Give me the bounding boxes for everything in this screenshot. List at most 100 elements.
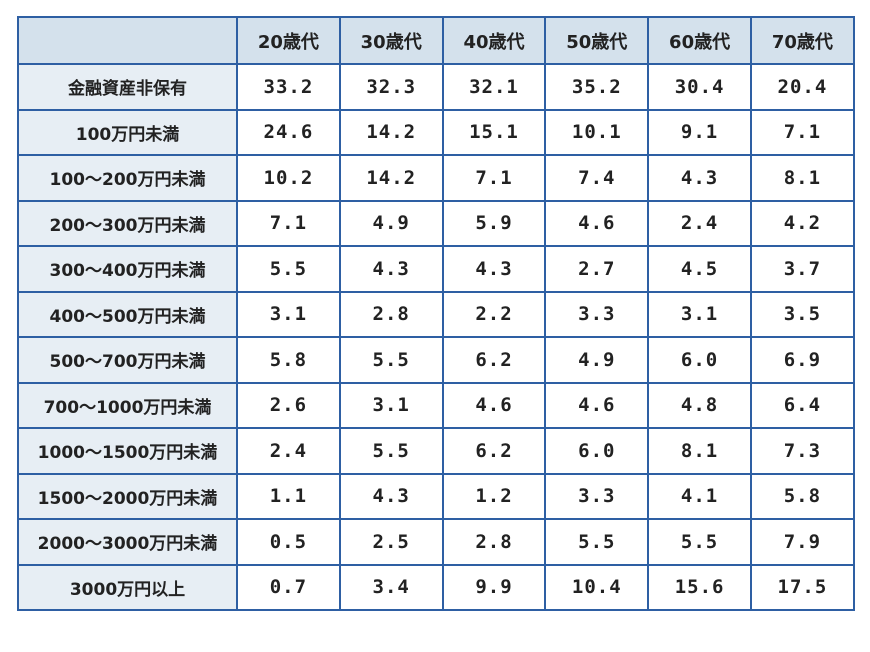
table-cell: 15.6 (647, 563, 752, 611)
table-cell: 9.1 (647, 108, 752, 156)
table-cell: 2.4 (236, 427, 341, 475)
table-cell: 8.1 (749, 154, 855, 202)
table-row: 1000～1500万円未満 2.4 5.5 6.2 6.0 8.1 7.3 (17, 427, 855, 475)
table-cell: 9.9 (441, 563, 547, 611)
row-label: 金融資産非保有 (17, 63, 238, 111)
table-cell: 6.4 (749, 381, 855, 429)
column-header-70s: 70歳代 (749, 16, 855, 65)
row-label: 100万円未満 (17, 108, 238, 156)
table-cell: 3.4 (338, 563, 444, 611)
table-cell: 4.1 (647, 472, 752, 520)
row-label: 1000～1500万円未満 (17, 427, 238, 475)
column-header-40s: 40歳代 (441, 16, 547, 65)
table-row: 700～1000万円未満 2.6 3.1 4.6 4.6 4.8 6.4 (17, 381, 855, 429)
table-cell: 20.4 (749, 63, 855, 111)
table-cell: 4.5 (647, 245, 752, 293)
table-cell: 2.2 (441, 290, 547, 338)
table-cell: 6.2 (441, 427, 547, 475)
table-row: 3000万円以上 0.7 3.4 9.9 10.4 15.6 17.5 (17, 563, 855, 611)
row-label: 2000～3000万円未満 (17, 518, 238, 566)
row-label: 100～200万円未満 (17, 154, 238, 202)
row-label: 700～1000万円未満 (17, 381, 238, 429)
row-label: 400～500万円未満 (17, 290, 238, 338)
table-cell: 33.2 (236, 63, 341, 111)
table-cell: 17.5 (749, 563, 855, 611)
row-label: 1500～2000万円未満 (17, 472, 238, 520)
column-header-20s: 20歳代 (236, 16, 341, 65)
table-cell: 3.1 (236, 290, 341, 338)
table-cell: 0.5 (236, 518, 341, 566)
table-cell: 10.1 (544, 108, 650, 156)
table-cell: 5.5 (647, 518, 752, 566)
row-label: 3000万円以上 (17, 563, 238, 611)
table-cell: 7.1 (441, 154, 547, 202)
table-cell: 3.1 (647, 290, 752, 338)
table-cell: 6.2 (441, 336, 547, 384)
table-cell: 4.2 (749, 199, 855, 247)
table-cell: 5.8 (236, 336, 341, 384)
table-cell: 4.6 (441, 381, 547, 429)
table-cell: 4.9 (338, 199, 444, 247)
table-cell: 24.6 (236, 108, 341, 156)
table-cell: 10.4 (544, 563, 650, 611)
table-cell: 5.5 (236, 245, 341, 293)
header-row: 20歳代 30歳代 40歳代 50歳代 60歳代 70歳代 (17, 16, 855, 65)
row-label: 200～300万円未満 (17, 199, 238, 247)
corner-cell (17, 16, 238, 65)
table-row: 金融資産非保有 33.2 32.3 32.1 35.2 30.4 20.4 (17, 63, 855, 111)
table-cell: 4.3 (441, 245, 547, 293)
row-label: 300～400万円未満 (17, 245, 238, 293)
table-cell: 7.4 (544, 154, 650, 202)
table-cell: 30.4 (647, 63, 752, 111)
table-row: 200～300万円未満 7.1 4.9 5.9 4.6 2.4 4.2 (17, 199, 855, 247)
table-cell: 4.3 (338, 472, 444, 520)
table-cell: 3.3 (544, 472, 650, 520)
table-row: 500～700万円未満 5.8 5.5 6.2 4.9 6.0 6.9 (17, 336, 855, 384)
asset-table: 20歳代 30歳代 40歳代 50歳代 60歳代 70歳代 金融資産非保有 33… (17, 16, 855, 611)
table-cell: 2.8 (338, 290, 444, 338)
column-header-50s: 50歳代 (544, 16, 650, 65)
table-cell: 6.0 (647, 336, 752, 384)
table-cell: 4.6 (544, 199, 650, 247)
table-cell: 5.5 (338, 336, 444, 384)
table-cell: 1.1 (236, 472, 341, 520)
table-cell: 2.6 (236, 381, 341, 429)
column-header-60s: 60歳代 (647, 16, 752, 65)
table-cell: 2.5 (338, 518, 444, 566)
table-cell: 7.3 (749, 427, 855, 475)
table-row: 1500～2000万円未満 1.1 4.3 1.2 3.3 4.1 5.8 (17, 472, 855, 520)
table-cell: 4.3 (647, 154, 752, 202)
row-label: 500～700万円未満 (17, 336, 238, 384)
table-row: 2000～3000万円未満 0.5 2.5 2.8 5.5 5.5 7.9 (17, 518, 855, 566)
table-cell: 7.1 (749, 108, 855, 156)
table-cell: 10.2 (236, 154, 341, 202)
table-cell: 6.0 (544, 427, 650, 475)
table-cell: 15.1 (441, 108, 547, 156)
table-cell: 6.9 (749, 336, 855, 384)
table-cell: 8.1 (647, 427, 752, 475)
table-row: 400～500万円未満 3.1 2.8 2.2 3.3 3.1 3.5 (17, 290, 855, 338)
table-cell: 4.6 (544, 381, 650, 429)
table-cell: 3.7 (749, 245, 855, 293)
table-cell: 32.1 (441, 63, 547, 111)
table-cell: 32.3 (338, 63, 444, 111)
table-cell: 5.5 (338, 427, 444, 475)
table-cell: 7.9 (749, 518, 855, 566)
table-cell: 5.9 (441, 199, 547, 247)
table-cell: 5.5 (544, 518, 650, 566)
table-cell: 2.7 (544, 245, 650, 293)
table-cell: 35.2 (544, 63, 650, 111)
table-cell: 4.9 (544, 336, 650, 384)
column-header-30s: 30歳代 (338, 16, 444, 65)
table-row: 100万円未満 24.6 14.2 15.1 10.1 9.1 7.1 (17, 108, 855, 156)
table-cell: 3.1 (338, 381, 444, 429)
table-cell: 14.2 (338, 108, 444, 156)
table-cell: 1.2 (441, 472, 547, 520)
table-cell: 3.3 (544, 290, 650, 338)
table-cell: 14.2 (338, 154, 444, 202)
table-cell: 2.4 (647, 199, 752, 247)
table-cell: 3.5 (749, 290, 855, 338)
table-cell: 0.7 (236, 563, 341, 611)
table-cell: 4.8 (647, 381, 752, 429)
table-cell: 2.8 (441, 518, 547, 566)
